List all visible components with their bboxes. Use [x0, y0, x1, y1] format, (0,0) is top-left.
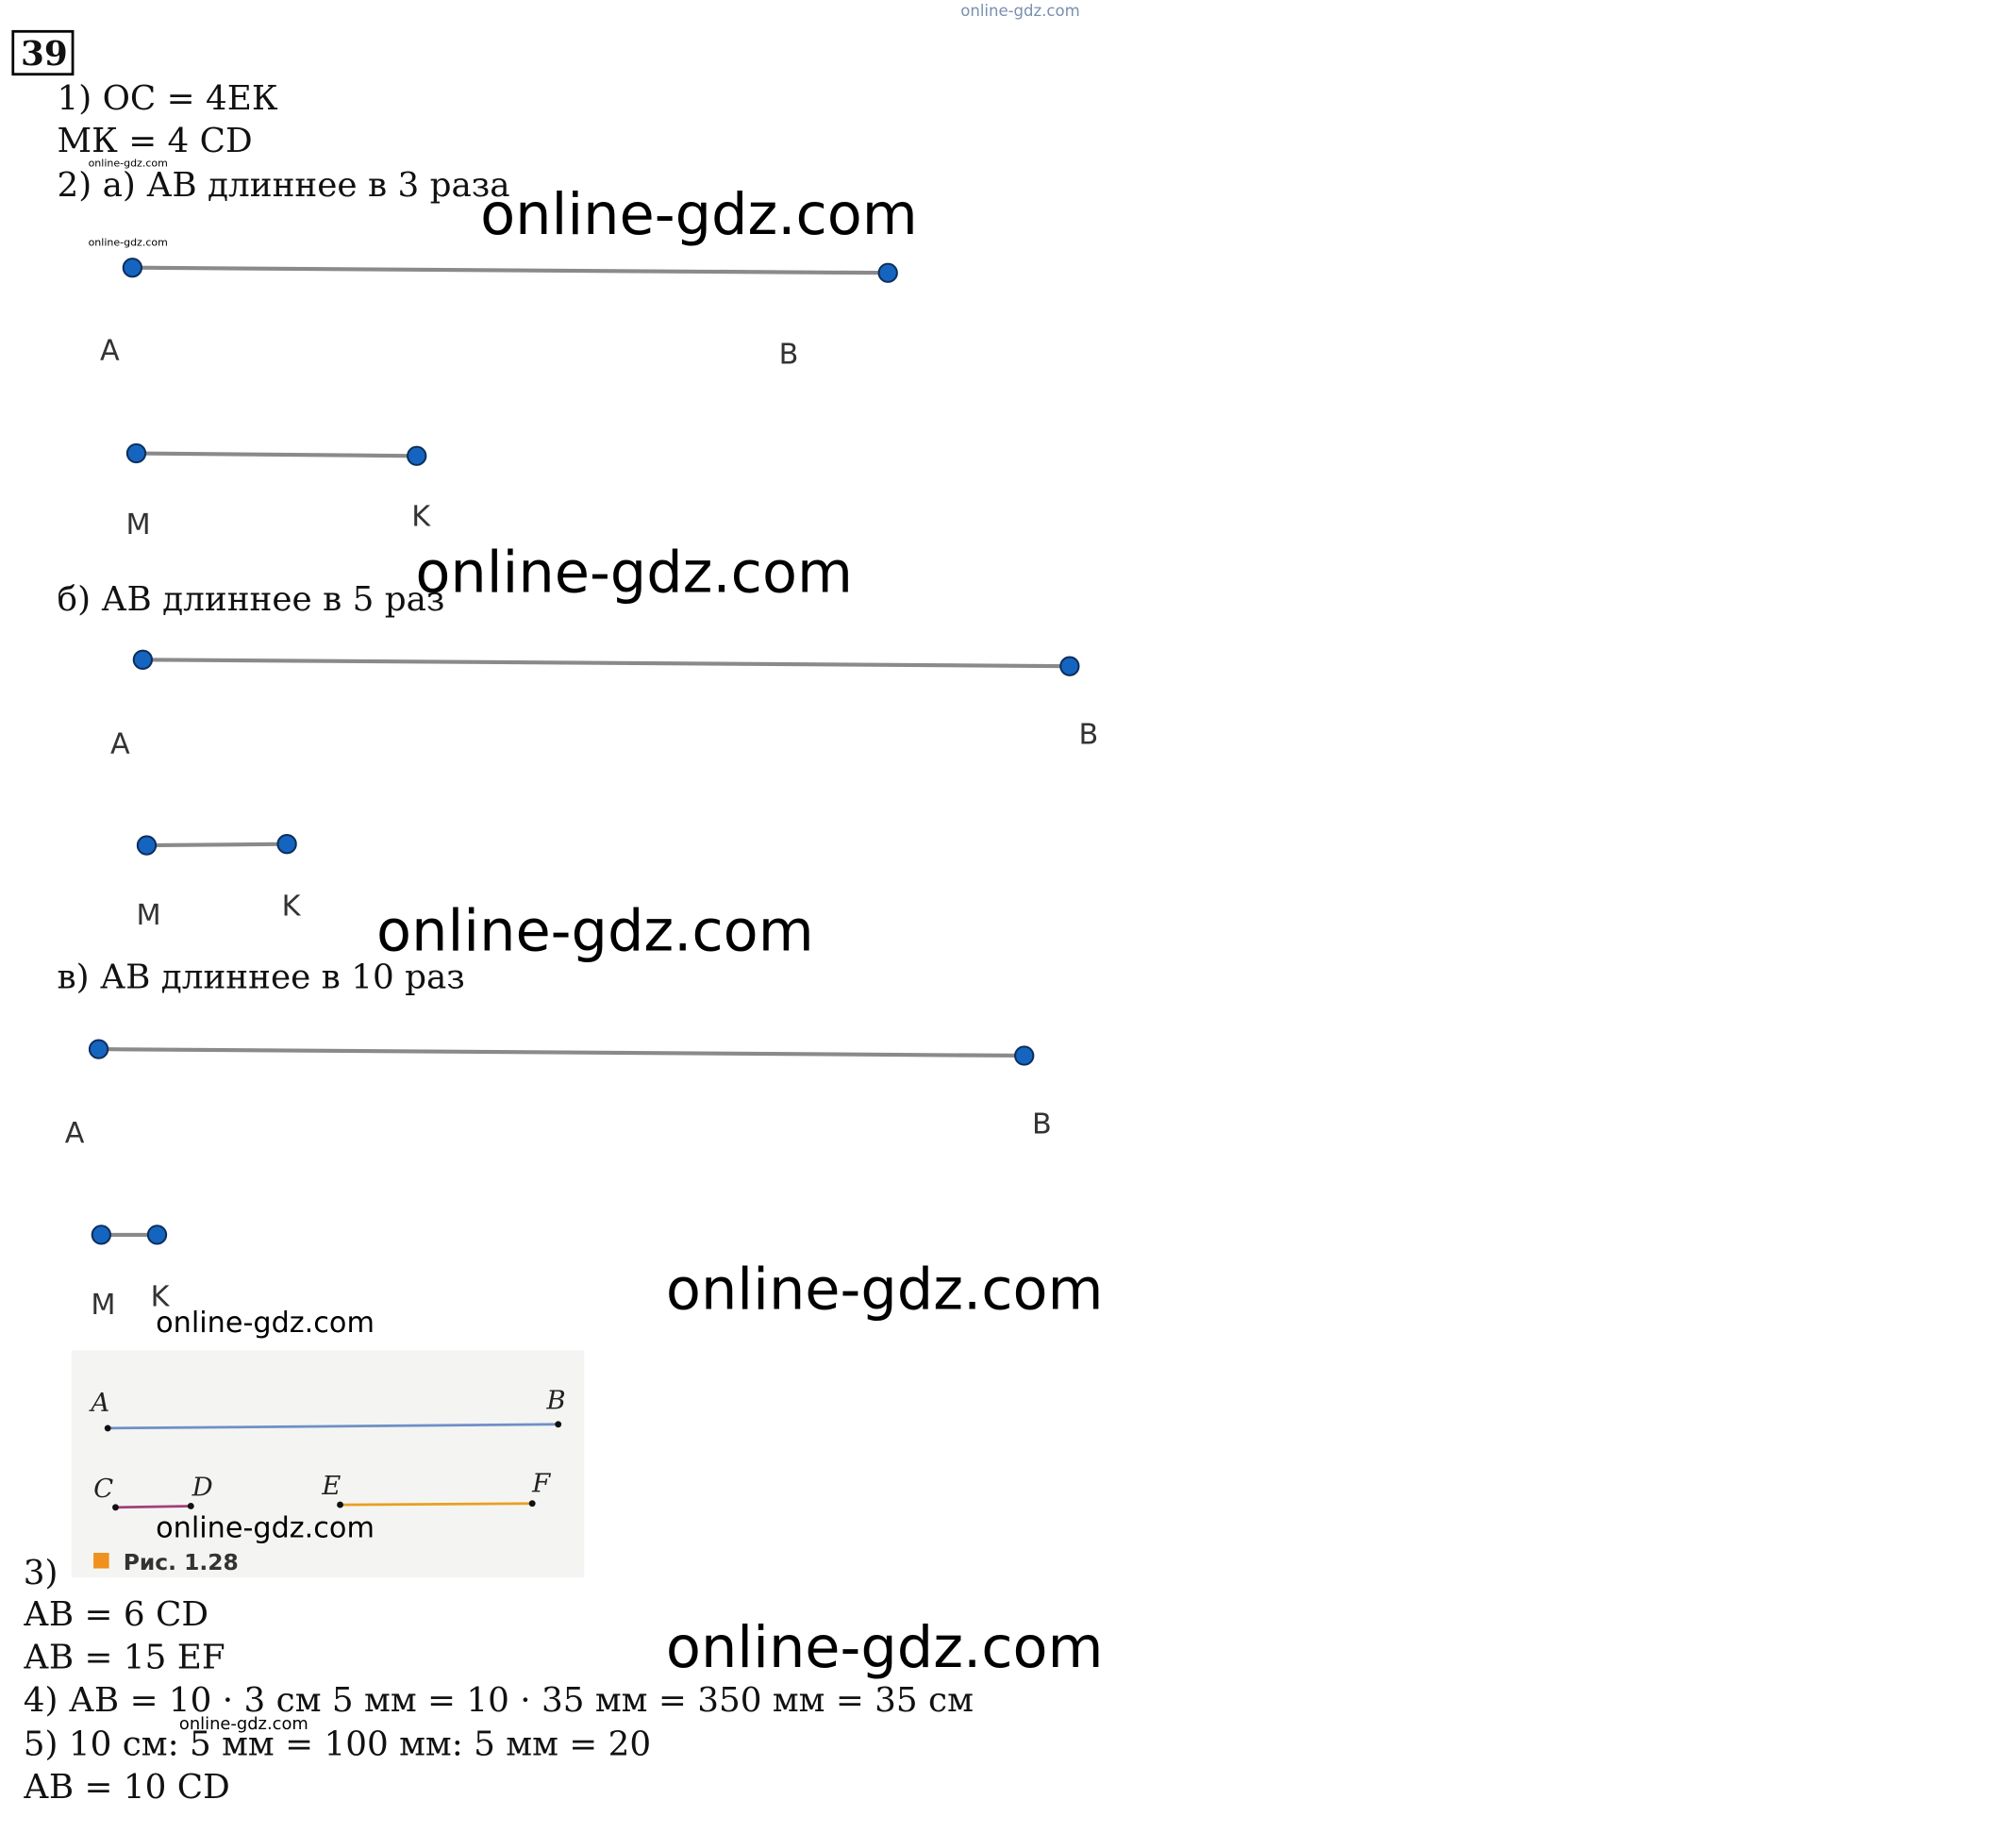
segment: [115, 1505, 192, 1509]
point-label: K: [282, 890, 302, 923]
text-line: АВ = 15 EF: [24, 1638, 225, 1676]
point-label: F: [531, 1468, 551, 1498]
point: [112, 1504, 119, 1511]
point: [1059, 656, 1080, 676]
segment: [136, 451, 417, 458]
text-line: 3): [24, 1554, 58, 1592]
point: [122, 258, 143, 278]
watermark: online-gdz.com: [415, 541, 853, 607]
point: [88, 1039, 109, 1059]
watermark: online-gdz.com: [156, 1512, 375, 1545]
point: [91, 1225, 111, 1245]
text-line: б) АВ длиннее в 5 раз: [58, 580, 445, 619]
point-label: C: [93, 1474, 113, 1504]
segment: [142, 658, 1070, 669]
watermark: online-gdz.com: [179, 1714, 308, 1734]
point: [407, 445, 427, 466]
point-label: B: [779, 339, 799, 372]
drawing-b: A B M K: [110, 649, 1098, 932]
point-label: K: [151, 1281, 171, 1314]
point: [1014, 1045, 1035, 1066]
text-line: АВ = 10 CD: [24, 1768, 230, 1807]
point: [187, 1503, 194, 1509]
point-label: E: [321, 1471, 341, 1501]
point: [877, 262, 898, 283]
point: [132, 649, 154, 670]
point-label: B: [545, 1385, 565, 1415]
watermark: online-gdz.com: [666, 1615, 1104, 1681]
point: [146, 1225, 168, 1245]
point-label: M: [91, 1289, 115, 1322]
text-line: АВ = 6 CD: [24, 1595, 208, 1634]
text-line: МК = 4 CD: [58, 122, 253, 160]
point-label: M: [136, 899, 160, 932]
watermark: online-gdz.com: [1870, 1808, 1949, 1821]
caption-marker: [93, 1553, 109, 1569]
number-box: [11, 29, 75, 76]
watermark: online-gdz.com: [376, 899, 814, 965]
point-label: A: [100, 334, 120, 367]
watermark: online-gdz.com: [960, 2, 1079, 20]
point-label: K: [411, 501, 431, 534]
point: [125, 442, 147, 464]
point-label: A: [88, 1388, 109, 1418]
point-label: M: [125, 508, 150, 542]
point-label: D: [192, 1472, 213, 1502]
watermark: online-gdz.com: [89, 236, 168, 248]
text-line: 4) АВ = 10 · 3 см 5 мм = 10 · 35 мм = 35…: [24, 1681, 974, 1720]
text-line: в) АВ длиннее в 10 раз: [58, 958, 465, 996]
point: [528, 1500, 536, 1508]
watermark: online-gdz.com: [89, 157, 168, 169]
segment: [340, 1502, 533, 1507]
watermark: online-gdz.com: [156, 1307, 375, 1340]
figure-caption: Рис. 1.28: [124, 1549, 239, 1575]
point-label: A: [110, 727, 130, 760]
point: [276, 834, 297, 855]
watermark: online-gdz.com: [666, 1257, 1104, 1323]
drawing-c: A B M K: [65, 1039, 1052, 1322]
text-line: 5) 10 см: 5 мм = 100 мм: 5 мм = 20: [24, 1725, 651, 1764]
point-label: A: [65, 1117, 85, 1150]
watermark: online-gdz.com: [480, 182, 918, 248]
problem-number: 39: [21, 34, 68, 74]
segment: [132, 265, 889, 275]
segment: [146, 842, 288, 848]
point: [337, 1501, 343, 1508]
figure-background: [71, 1350, 585, 1578]
point: [555, 1421, 562, 1428]
point: [136, 835, 158, 856]
text-line: 2) а) АВ длиннее в 3 раза: [58, 166, 510, 205]
point-label: B: [1032, 1108, 1052, 1141]
drawing-a: A B M K: [100, 258, 898, 542]
point: [104, 1425, 111, 1432]
text-line: 1) ОС = 4ЕК: [58, 79, 278, 118]
point-label: B: [1078, 719, 1098, 752]
segment: [98, 1047, 1025, 1058]
textbook-figure: A B C D E F Рис. 1.28: [71, 1350, 585, 1578]
segment: [108, 1423, 558, 1430]
